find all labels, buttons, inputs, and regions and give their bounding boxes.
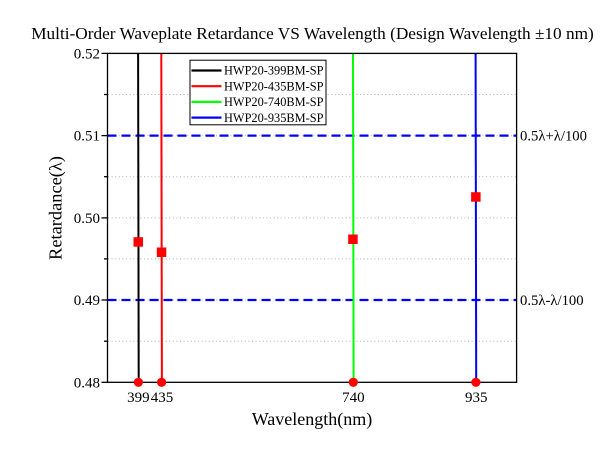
- svg-text:Multi-Order Waveplate Retardan: Multi-Order Waveplate Retardance VS Wave…: [31, 24, 594, 43]
- svg-text:Retardance(λ): Retardance(λ): [46, 156, 67, 260]
- svg-text:0.5λ+λ/100: 0.5λ+λ/100: [520, 129, 587, 145]
- svg-text:399: 399: [127, 390, 150, 406]
- svg-text:935: 935: [465, 390, 488, 406]
- svg-text:0.52: 0.52: [74, 46, 100, 62]
- svg-text:0.50: 0.50: [74, 211, 100, 227]
- svg-text:Wavelength(nm): Wavelength(nm): [252, 409, 373, 430]
- svg-text:0.49: 0.49: [74, 293, 100, 309]
- svg-text:HWP20-435BM-SP: HWP20-435BM-SP: [224, 79, 324, 93]
- svg-text:435: 435: [151, 390, 174, 406]
- svg-text:0.51: 0.51: [74, 129, 100, 145]
- svg-text:HWP20-935BM-SP: HWP20-935BM-SP: [224, 111, 324, 125]
- svg-text:0.48: 0.48: [74, 375, 100, 391]
- svg-text:HWP20-740BM-SP: HWP20-740BM-SP: [224, 95, 324, 109]
- svg-text:0.5λ-λ/100: 0.5λ-λ/100: [520, 293, 584, 309]
- svg-text:HWP20-399BM-SP: HWP20-399BM-SP: [224, 64, 324, 78]
- svg-text:740: 740: [342, 390, 365, 406]
